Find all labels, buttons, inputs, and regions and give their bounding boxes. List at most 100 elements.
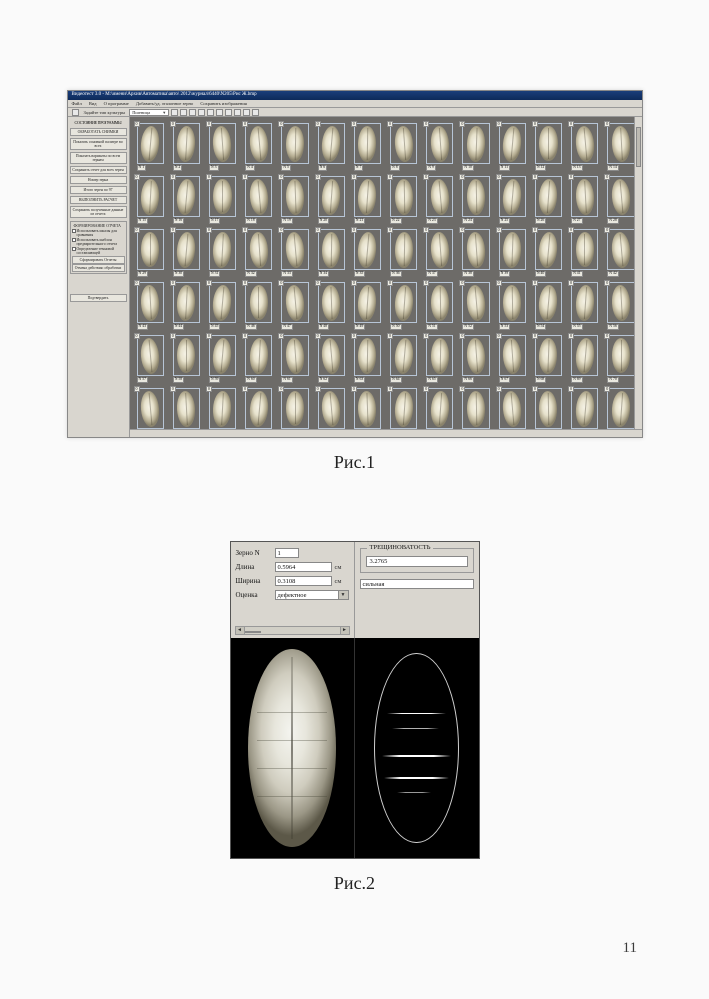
menu-item[interactable]: Добавить/уд. эталонное зерно xyxy=(136,101,193,106)
seed-cell[interactable]: 0N 52 xyxy=(459,280,492,330)
seed-cell[interactable]: 0N 39 xyxy=(496,227,529,277)
seed-cell[interactable]: 0N 69 xyxy=(568,333,601,383)
seed-cell[interactable]: 0N 40 xyxy=(532,227,565,277)
seed-cell[interactable]: 0N 49 xyxy=(351,280,384,330)
seed-cell[interactable]: 0N 1 xyxy=(134,121,167,171)
seed-cell[interactable]: 0N 27 xyxy=(568,174,601,224)
cracking-value-field[interactable]: 3.2765 xyxy=(366,556,468,567)
seed-cell[interactable]: 0N 47 xyxy=(278,280,311,330)
seed-cell[interactable]: 0N 7 xyxy=(351,121,384,171)
toolbar-icon[interactable] xyxy=(180,109,187,116)
seed-cell[interactable]: 0N 13 xyxy=(568,121,601,171)
seed-cell[interactable]: 0N 53 xyxy=(496,280,529,330)
sidebar-button[interactable]: Сохранить полученные данные из отчета xyxy=(70,206,127,218)
culture-select[interactable]: Пшеница ▼ xyxy=(129,109,169,116)
seed-cell[interactable]: 0N 15 xyxy=(134,174,167,224)
seed-cell[interactable]: 0N 31 xyxy=(206,227,239,277)
checkbox-row[interactable]: Использовать шаблон предварительного отч… xyxy=(72,238,125,246)
menu-item[interactable]: О программе xyxy=(104,101,129,106)
seed-cell[interactable]: 0N 55 xyxy=(568,280,601,330)
sidebar-button[interactable]: Сохранить отчет для всех зерен xyxy=(70,166,127,174)
seed-cell[interactable]: 0N 32 xyxy=(242,227,275,277)
seed-cell[interactable]: 0N 61 xyxy=(278,333,311,383)
seed-cell[interactable]: 0N 8 xyxy=(387,121,420,171)
seed-cell[interactable]: 0N 62 xyxy=(315,333,348,383)
seed-cell[interactable]: 0N 50 xyxy=(387,280,420,330)
checkbox-row[interactable]: Определение темновой составляющей xyxy=(72,247,125,255)
seed-cell[interactable]: 0N 12 xyxy=(532,121,565,171)
seed-cell[interactable]: 0N 6 xyxy=(315,121,348,171)
toolbar-icon[interactable] xyxy=(234,109,241,116)
width-field[interactable]: 0.3108 xyxy=(275,576,332,586)
seed-cell[interactable]: 0N 36 xyxy=(387,227,420,277)
sidebar-button[interactable]: Итого зерен по 97 xyxy=(70,186,127,194)
seed-cell[interactable]: 0N 29 xyxy=(134,227,167,277)
sidebar-button[interactable]: Показать варианты по всем зернам xyxy=(70,152,127,164)
severity-field[interactable]: сильная xyxy=(360,579,474,589)
seed-cell[interactable]: 0N 41 xyxy=(568,227,601,277)
seed-cell[interactable]: 0N 67 xyxy=(496,333,529,383)
vertical-scrollbar[interactable] xyxy=(634,117,642,429)
seed-cell[interactable]: 0N 30 xyxy=(170,227,203,277)
seed-cell[interactable]: 0N 60 xyxy=(242,333,275,383)
seed-cell[interactable]: 0N 11 xyxy=(496,121,529,171)
seed-cell[interactable]: 0N 24 xyxy=(459,174,492,224)
toolbar-icon[interactable] xyxy=(189,109,196,116)
seed-cell[interactable]: 0N 57 xyxy=(134,333,167,383)
length-field[interactable]: 0.5964 xyxy=(275,562,332,572)
seed-cell[interactable]: 0N 26 xyxy=(532,174,565,224)
process-button[interactable]: ОБРАБОТАТЬ СНИМКИ xyxy=(70,128,127,136)
seed-cell[interactable]: 0N 46 xyxy=(242,280,275,330)
sidebar-button[interactable]: Показать основной палитре во всех xyxy=(70,138,127,150)
calculate-button[interactable]: ВЫПОЛНИТЬ РАСЧЕТ xyxy=(70,196,127,204)
sidebar-button[interactable]: Номер зерна xyxy=(70,176,127,184)
seed-cell[interactable]: 0N 4 xyxy=(242,121,275,171)
seed-cell[interactable]: 0N 16 xyxy=(170,174,203,224)
scroll-left-icon[interactable]: ◄ xyxy=(236,627,245,634)
seed-cell[interactable]: 0N 5 xyxy=(278,121,311,171)
seed-cell[interactable]: 0N 43 xyxy=(134,280,167,330)
seed-cell[interactable]: 0N 45 xyxy=(206,280,239,330)
scroll-thumb[interactable] xyxy=(636,127,641,167)
seed-cell[interactable]: 0N 51 xyxy=(423,280,456,330)
seed-cell[interactable]: 0N 23 xyxy=(423,174,456,224)
form-reports-button[interactable]: Сформировать Отчеты xyxy=(72,256,125,264)
cancel-button[interactable]: Отмена действия: обработки xyxy=(72,264,125,272)
seed-cell[interactable]: 0N 37 xyxy=(423,227,456,277)
toolbar-icon[interactable] xyxy=(225,109,232,116)
seed-cell[interactable]: 0N 25 xyxy=(496,174,529,224)
scroll-thumb[interactable] xyxy=(245,631,261,633)
scroll-right-icon[interactable]: ► xyxy=(340,627,349,634)
seed-cell[interactable]: 0N 54 xyxy=(532,280,565,330)
seed-cell[interactable]: 0N 19 xyxy=(278,174,311,224)
seed-cell[interactable]: 0N 20 xyxy=(315,174,348,224)
seed-cell[interactable]: 0N 35 xyxy=(351,227,384,277)
checkbox-row[interactable]: Использовать шкалы для сравнения xyxy=(72,229,125,237)
seed-cell[interactable]: 0N 22 xyxy=(387,174,420,224)
toolbar-icon[interactable] xyxy=(198,109,205,116)
seed-cell[interactable]: 0N 44 xyxy=(170,280,203,330)
seed-cell[interactable]: 0N 3 xyxy=(206,121,239,171)
seed-cell[interactable]: 0N 59 xyxy=(206,333,239,383)
seed-cell[interactable]: 0N 48 xyxy=(315,280,348,330)
confirm-button[interactable]: Подтвердить xyxy=(70,294,127,302)
horizontal-scrollbar[interactable]: ◄ ► xyxy=(235,626,350,635)
seed-cell[interactable]: 0N 9 xyxy=(423,121,456,171)
seed-cell[interactable]: 0N 64 xyxy=(387,333,420,383)
toolbar-icon[interactable] xyxy=(252,109,259,116)
menu-item[interactable]: Файл xyxy=(72,101,82,106)
toolbar-icon[interactable] xyxy=(216,109,223,116)
menu-item[interactable]: Сохранить изображения xyxy=(200,101,246,106)
seed-cell[interactable]: 0N 58 xyxy=(170,333,203,383)
toolbar-icon[interactable] xyxy=(243,109,250,116)
seed-cell[interactable]: 0N 2 xyxy=(170,121,203,171)
toolbar-icon[interactable] xyxy=(72,109,79,116)
seed-number-field[interactable]: 1 xyxy=(275,548,299,558)
assessment-select[interactable]: дефектное ▼ xyxy=(275,590,349,600)
seed-cell[interactable]: 0N 18 xyxy=(242,174,275,224)
seed-cell[interactable]: 0N 17 xyxy=(206,174,239,224)
seed-cell[interactable]: 0N 38 xyxy=(459,227,492,277)
toolbar-icon[interactable] xyxy=(171,109,178,116)
seed-cell[interactable]: 0N 66 xyxy=(459,333,492,383)
seed-cell[interactable]: 0N 68 xyxy=(532,333,565,383)
